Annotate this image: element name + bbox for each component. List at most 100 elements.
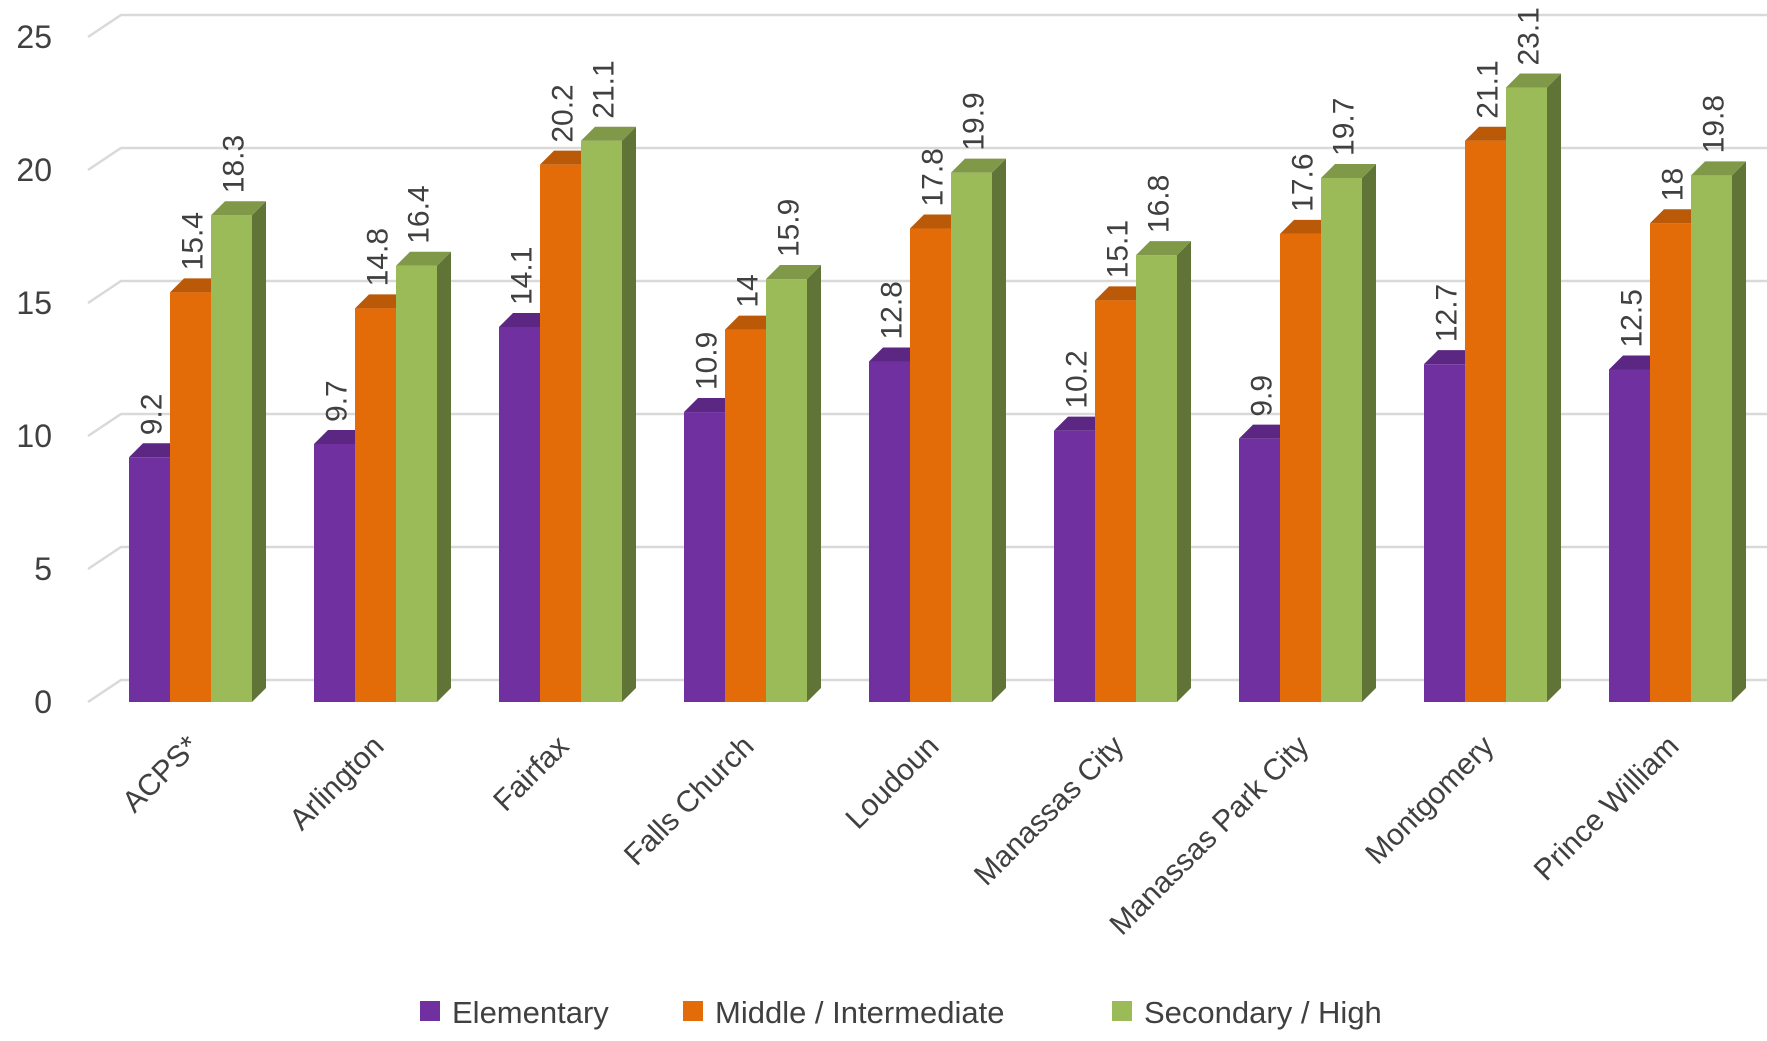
data-label: 18: [1657, 168, 1690, 201]
gridlines: 0 5 10 15 20 25: [16, 13, 1767, 720]
bar: [1136, 241, 1191, 702]
legend-label: Secondary / High: [1144, 995, 1382, 1030]
data-label: 16.8: [1143, 175, 1176, 233]
data-label: 19.8: [1698, 95, 1731, 153]
bar-side: [992, 158, 1006, 702]
gridline: [87, 13, 1767, 39]
y-tick-label: 0: [34, 684, 52, 720]
gridline: [87, 678, 1767, 704]
gridline: [87, 146, 1767, 172]
legend-item: Middle / Intermediate: [683, 995, 1004, 1030]
bar-front: [1280, 233, 1321, 702]
data-label: 12.7: [1431, 284, 1464, 342]
bar-top: [211, 201, 266, 216]
legend-item: Elementary: [420, 995, 609, 1030]
data-label: 10.2: [1061, 350, 1094, 408]
data-label: 23.1: [1513, 7, 1546, 65]
data-label: 15.4: [177, 212, 210, 270]
bar-top: [1321, 163, 1376, 178]
bars: [129, 73, 1746, 703]
bar-top: [396, 251, 451, 266]
bar-front: [1691, 175, 1732, 702]
bar-front: [1465, 140, 1506, 703]
bar: [951, 158, 1006, 702]
bar: [1321, 163, 1376, 703]
bar: [766, 265, 821, 702]
bar: [1506, 73, 1561, 703]
data-labels: 9.2 15.418.3 9.7 14.816.4 14.1 20.2 21.1 10.914…: [136, 7, 1731, 435]
x-tick-label: ACPS*: [116, 729, 206, 819]
bar-front: [1239, 438, 1280, 702]
legend-swatch: [420, 1001, 440, 1021]
data-label: 21.1: [588, 60, 621, 118]
bar-front: [581, 140, 622, 703]
bar-front: [766, 279, 807, 702]
y-tick-label: 25: [16, 19, 52, 55]
x-tick-label: Prince William: [1528, 730, 1686, 888]
x-tick-label: Falls Church: [618, 730, 760, 872]
bar-front: [1650, 223, 1691, 702]
x-tick-label: Montgomery: [1359, 730, 1500, 871]
bar: [211, 201, 266, 702]
bar-top: [1691, 161, 1746, 176]
bar-front: [725, 329, 766, 702]
data-label: 9.2: [136, 394, 169, 436]
bar-front: [1609, 369, 1650, 702]
bar-front: [910, 228, 951, 702]
bar-front: [1506, 87, 1547, 703]
bar-side: [807, 265, 821, 702]
data-label: 19.9: [958, 92, 991, 150]
data-label: 15.9: [773, 199, 806, 257]
bar-front: [1095, 300, 1136, 702]
legend: Elementary Middle / Intermediate Secondary…: [420, 995, 1382, 1030]
y-tick-label: 10: [16, 418, 52, 454]
x-axis-labels: ACPS* Arlington Fairfax Falls Church Loudoun…: [116, 729, 1685, 941]
bar-front: [396, 265, 437, 702]
bar-front: [314, 443, 355, 702]
bar-side: [1177, 241, 1191, 702]
bar-front: [499, 326, 540, 702]
bar: [1691, 161, 1746, 702]
bar-top: [766, 265, 821, 280]
legend-item: Secondary / High: [1112, 995, 1382, 1030]
data-label: 14.8: [362, 228, 395, 286]
data-label: 17.8: [917, 148, 950, 206]
bar-front: [1136, 255, 1177, 702]
legend-swatch: [1112, 1001, 1132, 1021]
x-tick-label: Manassas City: [968, 730, 1130, 892]
bar: [581, 126, 636, 703]
data-label: 14: [732, 274, 765, 307]
data-label: 9.7: [321, 380, 354, 422]
x-tick-label: Manassas Park City: [1103, 730, 1315, 942]
bar-side: [437, 251, 451, 702]
data-label: 12.8: [876, 281, 909, 339]
y-tick-label: 20: [16, 152, 52, 188]
bar-front: [211, 215, 252, 702]
bar-side: [1362, 163, 1376, 703]
bar-side: [622, 126, 636, 703]
bar-side: [1732, 161, 1746, 702]
x-tick-label: Fairfax: [487, 730, 575, 818]
data-label: 10.9: [691, 332, 724, 390]
gridline: [87, 279, 1767, 305]
y-tick-label: 15: [16, 285, 52, 321]
data-label: 15.1: [1102, 220, 1135, 278]
bar-top: [951, 158, 1006, 173]
data-label: 20.2: [547, 84, 580, 142]
data-label: 12.5: [1616, 289, 1649, 347]
x-tick-label: Arlington: [283, 730, 390, 837]
bar-front: [170, 292, 211, 702]
bar-front: [540, 164, 581, 702]
data-label: 16.4: [403, 185, 436, 243]
bar-front: [869, 361, 910, 702]
legend-label: Elementary: [452, 995, 609, 1030]
data-label: 14.1: [506, 247, 539, 305]
bar-front: [355, 308, 396, 702]
bar-side: [1547, 73, 1561, 703]
gridline: [87, 412, 1767, 438]
data-label: 19.7: [1328, 98, 1361, 156]
data-label: 18.3: [218, 135, 251, 193]
bar-front: [1424, 364, 1465, 702]
